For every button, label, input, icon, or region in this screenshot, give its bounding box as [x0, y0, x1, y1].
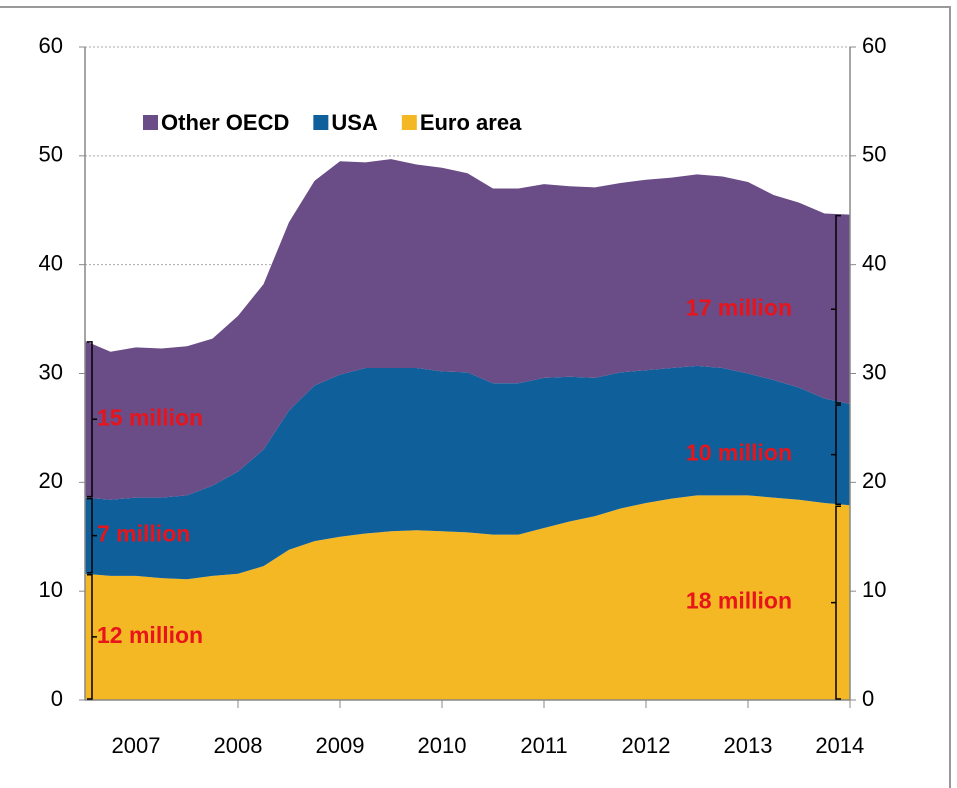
x-tick-label: 2011: [520, 733, 567, 758]
annotation: 17 million: [686, 294, 792, 320]
y2-tick-label: 0: [862, 686, 874, 711]
legend-label: Euro area: [420, 110, 522, 135]
y2-tick-label: 20: [862, 468, 886, 493]
x-tick-label: 2009: [316, 733, 365, 758]
x-tick-label: 2014: [815, 733, 864, 758]
y-tick-label: 40: [39, 250, 63, 275]
y-tick-label: 20: [39, 468, 63, 493]
y-tick-label: 30: [39, 359, 63, 384]
y2-tick-label: 40: [862, 250, 886, 275]
annotation: 10 million: [686, 440, 792, 466]
y-tick-label: 50: [39, 142, 63, 167]
y2-tick-label: 50: [862, 142, 886, 167]
legend-swatch: [143, 115, 158, 130]
x-tick-label: 2013: [724, 733, 773, 758]
bracket: [87, 497, 97, 574]
y2-tick-label: 30: [862, 359, 886, 384]
bracket: [831, 404, 841, 505]
bracket: [87, 341, 97, 498]
legend-label: USA: [331, 110, 378, 135]
bracket: [87, 574, 97, 700]
legend-swatch: [313, 115, 329, 130]
annotation: 18 million: [686, 588, 792, 614]
x-tick-label: 2012: [622, 733, 671, 758]
annotation: 15 million: [97, 404, 203, 430]
frame: [0, 6, 951, 788]
y-tick-label: 0: [51, 686, 63, 711]
bracket: [831, 214, 841, 404]
y-tick-label: 60: [39, 33, 63, 58]
x-tick-label: 2008: [214, 733, 263, 758]
x-tick-label: 2007: [112, 733, 161, 758]
area: [85, 159, 850, 500]
y-tick-label: 10: [39, 577, 63, 602]
annotation: 12 million: [97, 622, 203, 648]
x-tick-label: 2010: [418, 733, 467, 758]
y2-tick-label: 60: [862, 33, 886, 58]
area: [85, 495, 850, 700]
legend-label: Other OECD: [161, 110, 289, 135]
y2-tick-label: 10: [862, 577, 886, 602]
area: [85, 365, 850, 580]
annotation: 7 million: [97, 521, 190, 547]
legend-swatch: [401, 115, 417, 130]
bracket: [831, 505, 841, 700]
